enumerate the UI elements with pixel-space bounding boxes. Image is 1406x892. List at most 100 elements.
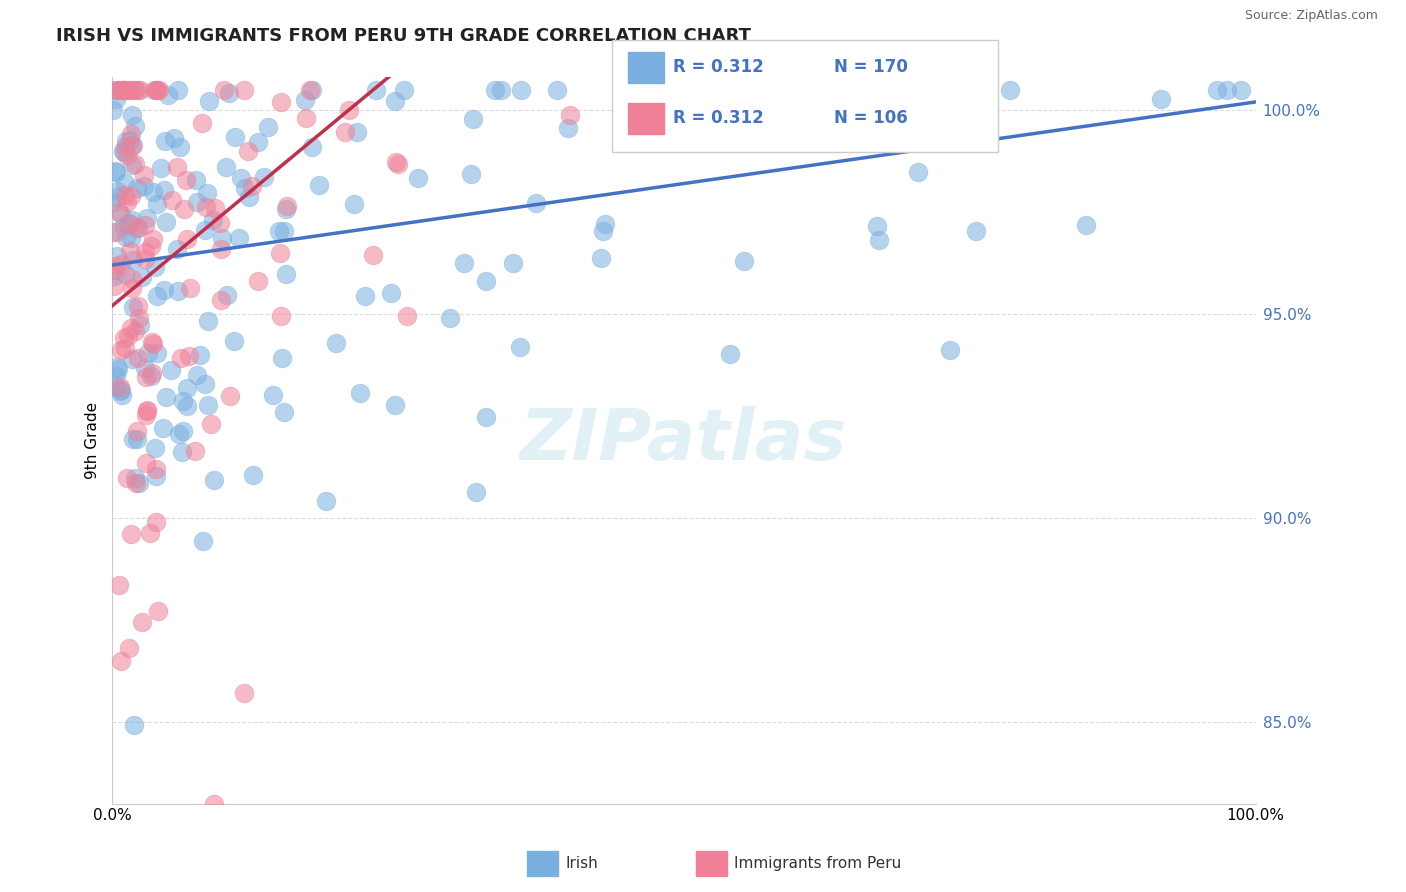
- Point: [229, 170, 252, 185]
- Point: [233, 181, 256, 195]
- Point: [153, 135, 176, 149]
- Point: [209, 293, 232, 308]
- Point: [134, 252, 156, 266]
- Point: [146, 289, 169, 303]
- Point: [143, 260, 166, 275]
- Point: [105, 259, 128, 273]
- Point: [1150, 92, 1173, 106]
- Point: [155, 214, 177, 228]
- Point: [111, 83, 134, 97]
- Point: [108, 380, 131, 394]
- Point: [127, 425, 149, 439]
- Point: [136, 346, 159, 360]
- Point: [380, 286, 402, 301]
- Point: [145, 83, 167, 97]
- Point: [112, 83, 135, 97]
- Point: [195, 186, 218, 200]
- Point: [965, 224, 987, 238]
- Point: [502, 256, 524, 270]
- Point: [110, 343, 132, 358]
- Point: [509, 340, 531, 354]
- Point: [1076, 218, 1098, 232]
- Point: [253, 170, 276, 185]
- Point: [117, 83, 139, 97]
- Point: [120, 133, 142, 147]
- Point: [124, 83, 146, 97]
- Point: [141, 369, 163, 384]
- Point: [246, 136, 269, 150]
- Point: [122, 300, 145, 314]
- Point: [128, 83, 150, 97]
- Point: [121, 108, 143, 122]
- Point: [1206, 83, 1229, 97]
- Point: [308, 178, 330, 192]
- Point: [135, 369, 157, 384]
- Point: [271, 351, 294, 365]
- Point: [269, 224, 291, 238]
- Point: [866, 219, 889, 234]
- Point: [141, 239, 163, 253]
- Point: [1215, 83, 1237, 97]
- Point: [589, 251, 612, 265]
- Point: [115, 195, 138, 210]
- Point: [232, 686, 254, 700]
- Point: [125, 475, 148, 490]
- Point: [240, 179, 263, 194]
- Point: [124, 119, 146, 133]
- Point: [202, 797, 225, 811]
- Point: [160, 194, 183, 208]
- Point: [152, 421, 174, 435]
- Point: [114, 341, 136, 355]
- Point: [169, 140, 191, 154]
- Point: [727, 83, 749, 97]
- Point: [546, 83, 568, 97]
- Point: [176, 232, 198, 246]
- Point: [335, 125, 357, 139]
- Point: [200, 417, 222, 431]
- Point: [118, 244, 141, 259]
- Point: [127, 299, 149, 313]
- Point: [257, 120, 280, 134]
- Point: [127, 221, 149, 235]
- Point: [325, 336, 347, 351]
- Point: [146, 604, 169, 618]
- Point: [110, 654, 132, 668]
- Point: [163, 131, 186, 145]
- Point: [153, 183, 176, 197]
- Point: [749, 83, 772, 97]
- Point: [143, 441, 166, 455]
- Point: [124, 157, 146, 171]
- Point: [122, 137, 145, 152]
- Point: [105, 83, 128, 97]
- Point: [114, 140, 136, 154]
- Point: [197, 313, 219, 327]
- Point: [121, 280, 143, 294]
- Point: [592, 224, 614, 238]
- Point: [236, 145, 259, 159]
- Point: [176, 381, 198, 395]
- Point: [224, 130, 246, 145]
- Point: [842, 124, 865, 138]
- Point: [128, 311, 150, 326]
- Point: [186, 172, 208, 186]
- Point: [276, 267, 298, 281]
- Point: [134, 218, 156, 232]
- Point: [295, 111, 318, 125]
- Point: [394, 83, 416, 97]
- Text: Source: ZipAtlas.com: Source: ZipAtlas.com: [1244, 9, 1378, 22]
- Point: [408, 170, 430, 185]
- Point: [103, 103, 125, 118]
- Point: [197, 398, 219, 412]
- Point: [174, 173, 197, 187]
- Point: [212, 83, 235, 97]
- Point: [118, 216, 141, 230]
- Point: [131, 270, 153, 285]
- Point: [114, 188, 136, 202]
- Point: [824, 83, 846, 97]
- Point: [170, 351, 193, 365]
- Point: [142, 231, 165, 245]
- Point: [167, 426, 190, 441]
- Point: [150, 161, 173, 175]
- Text: Immigrants from Peru: Immigrants from Peru: [734, 856, 901, 871]
- Point: [120, 128, 142, 142]
